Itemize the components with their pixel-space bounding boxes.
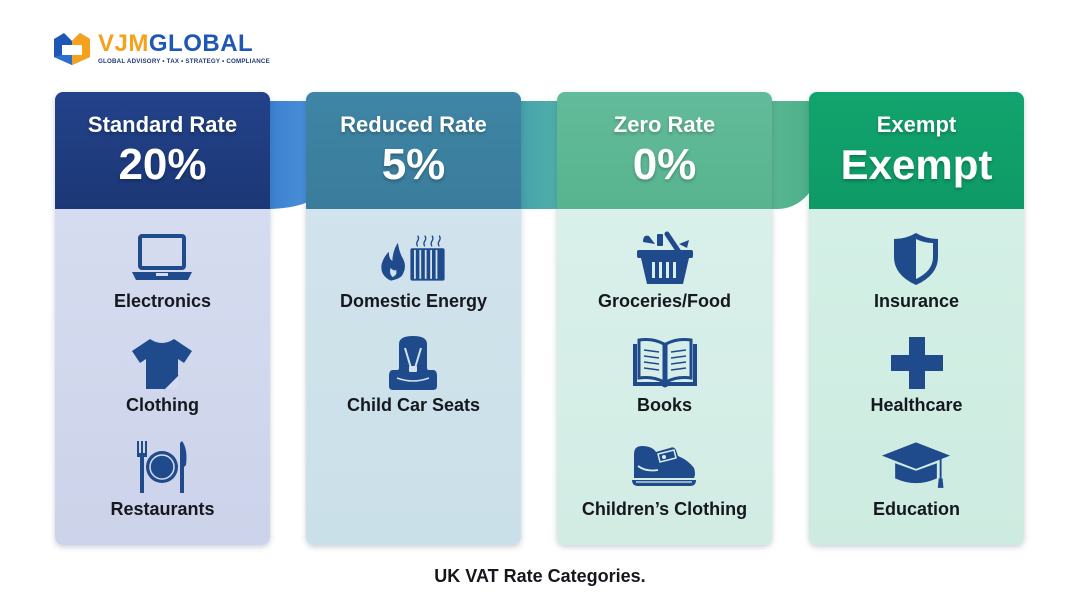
figure-caption: UK VAT Rate Categories.: [434, 566, 646, 586]
item-label: Domestic Energy: [339, 291, 488, 311]
list-item: Books: [629, 335, 701, 439]
item-label: Education: [872, 499, 960, 519]
list-item: Children’s Clothing: [582, 439, 747, 543]
list-item: Clothing: [126, 335, 199, 439]
item-label: Healthcare: [870, 395, 963, 415]
item-label: Child Car Seats: [346, 395, 481, 415]
child-shoe-icon: [628, 439, 700, 495]
card-title: Reduced Rate: [340, 112, 487, 137]
item-label: Insurance: [873, 291, 960, 311]
tshirt-icon: [126, 335, 198, 391]
grocery-basket-icon: [629, 231, 701, 287]
laptop-icon: [126, 231, 198, 287]
item-label: Restaurants: [110, 499, 215, 519]
logo-word-global: GLOBAL: [148, 30, 254, 57]
card-standard-rate: Standard Rate 20% Electronics Clo: [55, 92, 270, 545]
card-title: Exempt: [876, 112, 957, 137]
card-title: Zero Rate: [613, 112, 716, 137]
graduation-cap-icon: [880, 439, 952, 495]
list-item: Insurance: [874, 231, 959, 335]
connector-band: [262, 101, 314, 209]
card-rate: 5%: [381, 140, 446, 189]
card-header: Standard Rate 20%: [55, 92, 270, 209]
card-header: Reduced Rate 5%: [306, 92, 521, 209]
list-item: Electronics: [114, 231, 211, 335]
card-body: Insurance Healthcare Education: [809, 209, 1024, 545]
card-body: Domestic Energy Child Car Seats: [306, 209, 521, 545]
logo-word-vjm: VJM: [98, 30, 149, 57]
card-rate: 0%: [632, 140, 697, 189]
item-label: Groceries/Food: [597, 291, 732, 311]
card-header: Exempt Exempt: [809, 92, 1024, 209]
item-label: Clothing: [126, 395, 199, 415]
vjm-global-logo: VJMGLOBAL GLOBAL ADVISORY • TAX • STRATE…: [52, 31, 270, 71]
connector-band: [765, 101, 817, 209]
logo-wordmark: VJMGLOBAL: [98, 31, 270, 57]
car-seat-icon: [377, 335, 449, 391]
card-body: Groceries/Food Books: [557, 209, 772, 545]
plate-cutlery-icon: [126, 439, 198, 495]
item-label: Children’s Clothing: [581, 499, 748, 519]
logo-tagline: GLOBAL ADVISORY • TAX • STRATEGY • COMPL…: [98, 58, 270, 65]
list-item: Healthcare: [870, 335, 963, 439]
card-reduced-rate: Reduced Rate 5% Domestic Energy: [306, 92, 521, 545]
list-item: Groceries/Food: [598, 231, 731, 335]
open-book-icon: [629, 335, 701, 391]
list-item: Education: [873, 439, 960, 543]
card-zero-rate: Zero Rate 0% Groceries/Food: [557, 92, 772, 545]
item-label: Electronics: [113, 291, 212, 311]
medical-cross-icon: [881, 335, 953, 391]
card-exempt: Exempt Exempt Insurance Healthcare: [809, 92, 1024, 545]
card-rate: 20%: [118, 140, 207, 189]
flame-radiator-icon: [378, 231, 450, 287]
list-item: Restaurants: [110, 439, 215, 543]
list-item: Domestic Energy: [340, 231, 487, 335]
list-item: Child Car Seats: [347, 335, 480, 439]
card-body: Electronics Clothing: [55, 209, 270, 545]
card-title: Standard Rate: [87, 112, 238, 137]
logo-mark-icon: [54, 33, 90, 65]
item-label: Books: [636, 395, 692, 415]
shield-icon: [880, 231, 952, 287]
card-rate: Exempt: [840, 141, 993, 188]
card-header: Zero Rate 0%: [557, 92, 772, 209]
